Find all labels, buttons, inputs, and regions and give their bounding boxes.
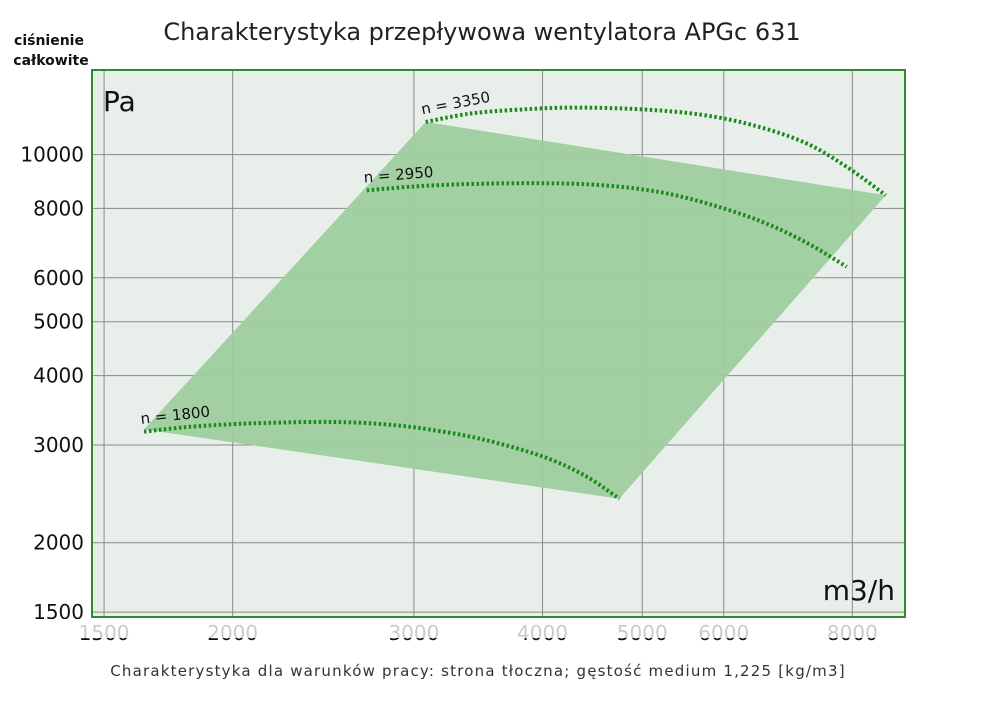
plot-frame <box>91 69 906 618</box>
operating-region <box>144 121 886 499</box>
chart-footer: Charakterystyka dla warunków pracy: stro… <box>110 662 846 680</box>
x-unit-label: m3/h <box>823 574 895 607</box>
y-tick-label: 6000 <box>33 266 84 290</box>
y-tick-label: 2000 <box>33 531 84 555</box>
y-axis-label-line2: całkowite <box>13 53 88 69</box>
y-tick-label: 10000 <box>20 143 84 167</box>
series-line <box>425 105 887 197</box>
series-line <box>366 181 848 269</box>
y-unit-label: Pa <box>103 85 136 118</box>
y-tick-label: 8000 <box>33 196 84 220</box>
chart-title: Charakterystyka przepływowa wentylatora … <box>163 18 800 46</box>
series-line <box>143 419 621 501</box>
y-axis-label-line1: ciśnienie <box>14 33 84 49</box>
y-tick-label: 3000 <box>33 433 84 457</box>
axis-label-overlay <box>0 619 1000 638</box>
y-tick-label: 5000 <box>33 310 84 334</box>
y-tick-label: 4000 <box>33 364 84 388</box>
series-label: n = 2950 <box>363 163 434 187</box>
